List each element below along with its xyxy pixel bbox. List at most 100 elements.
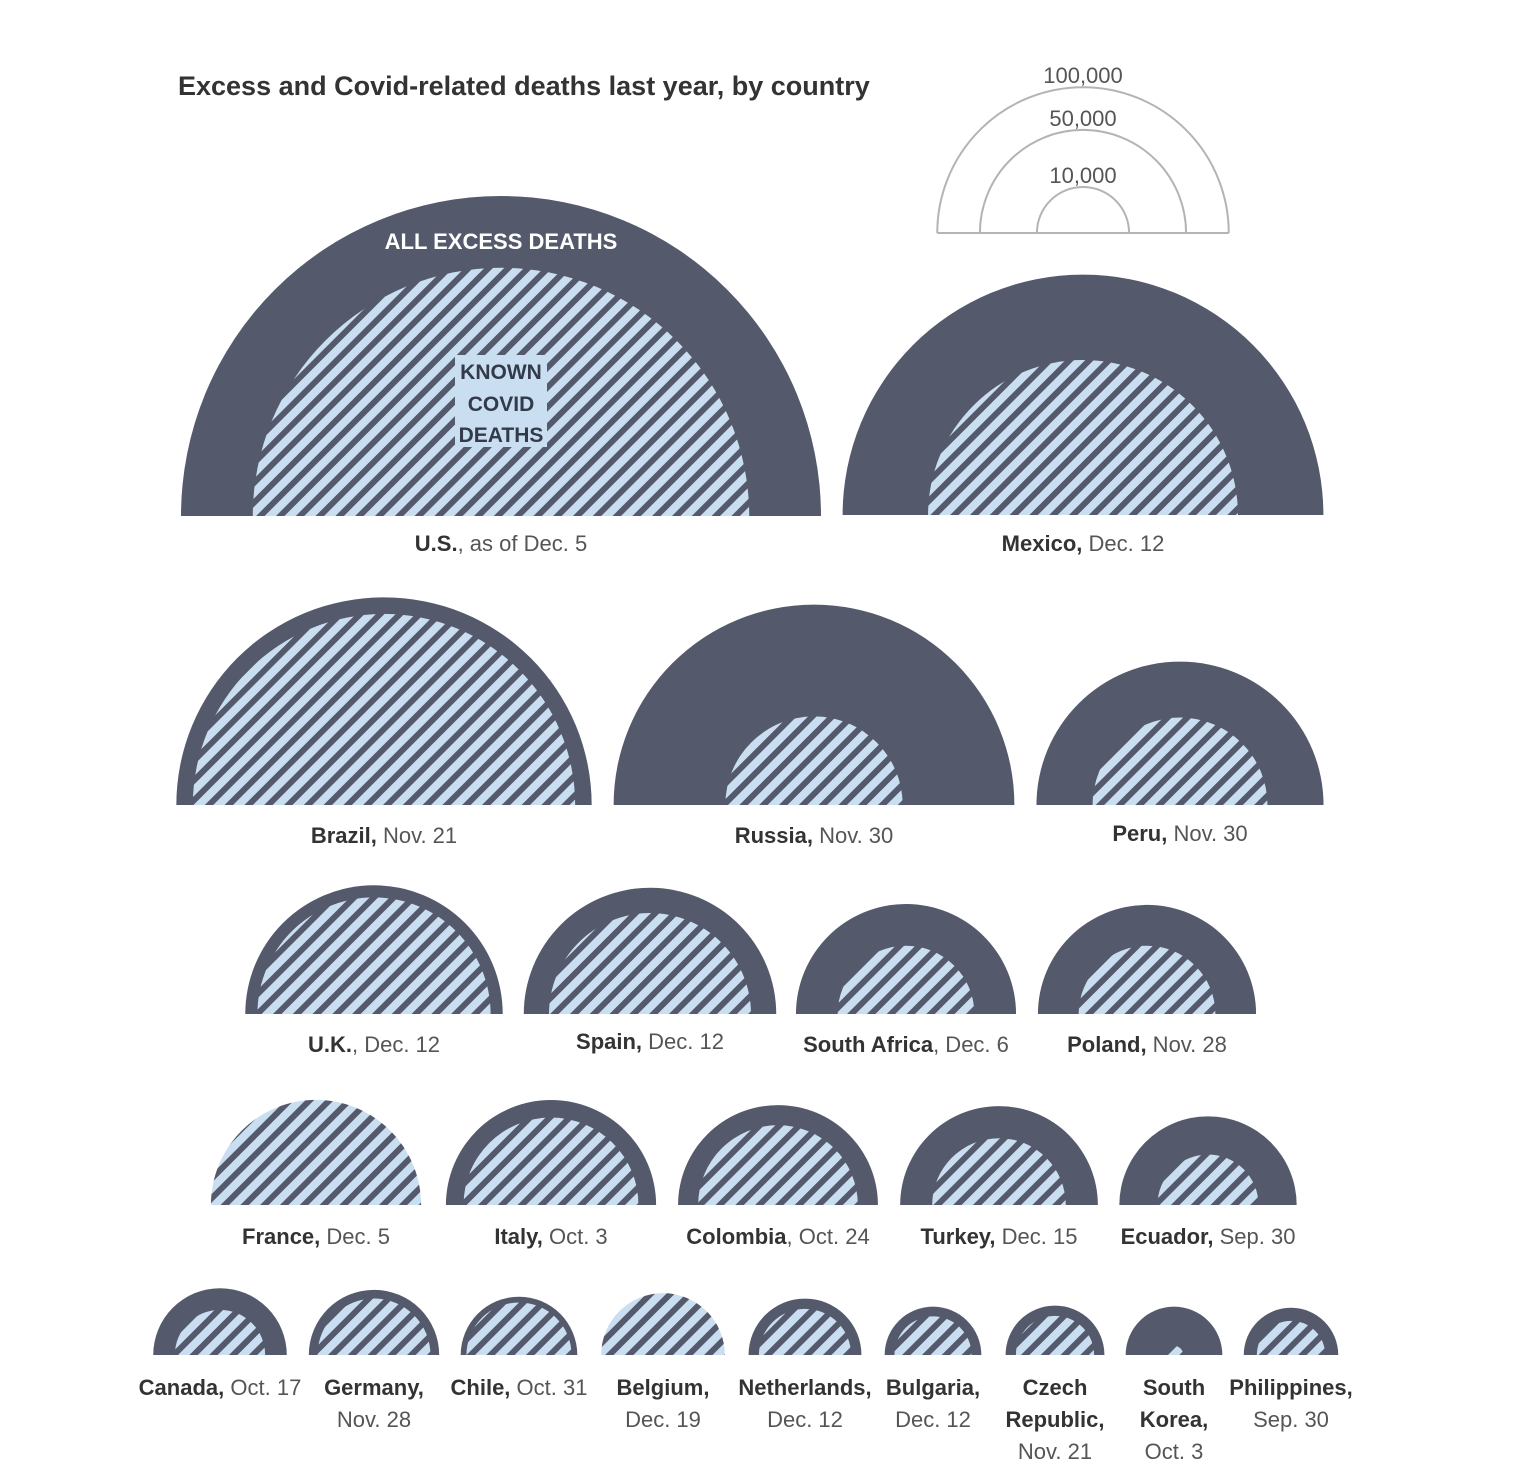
- chart-title: Excess and Covid-related deaths last yea…: [178, 71, 870, 101]
- country-mark-spain: [523, 887, 777, 1014]
- caption-canada: Canada, Oct. 17: [139, 1375, 302, 1400]
- covid-semicircle-u-k: [257, 897, 491, 1014]
- country-name: Ecuador,: [1121, 1224, 1214, 1249]
- caption-italy: Italy, Oct. 3: [494, 1224, 607, 1249]
- caption-u-k: U.K., Dec. 12: [308, 1032, 440, 1057]
- caption-name-czech-republic-1: Republic,: [1005, 1407, 1104, 1432]
- caption-date-netherlands: Dec. 12: [767, 1407, 843, 1432]
- caption-name-germany-0: Germany,: [324, 1375, 424, 1400]
- data-date: Dec. 12: [767, 1407, 843, 1432]
- country-mark-belgium: [601, 1293, 725, 1355]
- excess-semicircle-russia: [613, 604, 1015, 805]
- key-arc-1: [978, 129, 1188, 234]
- caption-date-czech-republic: Nov. 21: [1018, 1439, 1092, 1464]
- excess-semicircle-south-korea: [1125, 1306, 1223, 1355]
- covid-semicircle-mexico: [928, 360, 1238, 515]
- caption-russia: Russia, Nov. 30: [735, 823, 894, 848]
- covid-semicircle-belgium: [601, 1293, 725, 1355]
- covid-semicircle-france: [210, 1099, 422, 1205]
- caption-u-s: U.S., as of Dec. 5: [415, 531, 587, 556]
- data-date: Sep. 30: [1253, 1407, 1329, 1432]
- caption-peru: Peru, Nov. 30: [1112, 821, 1247, 846]
- caption-mexico: Mexico, Dec. 12: [1002, 531, 1165, 556]
- data-date: , Dec. 12: [352, 1032, 440, 1057]
- data-date: Dec. 12: [895, 1407, 971, 1432]
- covid-semicircle-germany: [317, 1298, 431, 1355]
- caption-chile: Chile, Oct. 31: [451, 1375, 588, 1400]
- country-mark-poland: [1037, 904, 1257, 1014]
- country-name: France,: [242, 1224, 320, 1249]
- data-date: Oct. 17: [224, 1375, 301, 1400]
- covid-semicircle-spain: [549, 913, 751, 1014]
- country-captions: U.S., as of Dec. 5 Mexico, Dec. 12 Brazil,…: [139, 531, 1353, 1464]
- caption-france: France, Dec. 5: [242, 1224, 390, 1249]
- covid-semicircle-italy: [463, 1117, 639, 1205]
- country-name: Chile,: [451, 1375, 511, 1400]
- country-mark-ecuador: [1119, 1116, 1297, 1205]
- known-covid-deaths-label: KNOWN COVID DEATHS: [455, 355, 547, 447]
- data-date: Sep. 30: [1213, 1224, 1295, 1249]
- country-name: Germany,: [324, 1375, 424, 1400]
- data-date: , as of Dec. 5: [458, 531, 588, 556]
- covid-semicircle-peru: [1092, 717, 1268, 805]
- caption-name-czech-republic-0: Czech: [1023, 1375, 1088, 1400]
- caption-name-bulgaria-0: Bulgaria,: [886, 1375, 980, 1400]
- data-date: Nov. 21: [1018, 1439, 1092, 1464]
- caption-date-south-korea: Oct. 3: [1145, 1439, 1204, 1464]
- data-date: Nov. 30: [1167, 821, 1247, 846]
- country-mark-colombia: [678, 1105, 878, 1205]
- country-mark-netherlands: [748, 1298, 862, 1355]
- country-name: Poland,: [1067, 1032, 1146, 1057]
- data-date: Dec. 5: [320, 1224, 390, 1249]
- country-mark-south-africa: [795, 903, 1017, 1014]
- country-name: Korea,: [1140, 1407, 1208, 1432]
- caption-name-belgium-0: Belgium,: [617, 1375, 710, 1400]
- country-name: Republic,: [1005, 1407, 1104, 1432]
- country-mark-chile: [460, 1296, 578, 1355]
- covid-semicircle-philippines: [1256, 1320, 1326, 1355]
- country-name: Turkey,: [921, 1224, 996, 1249]
- data-date: Nov. 30: [813, 823, 893, 848]
- key-arc-0: [936, 86, 1230, 234]
- country-mark-france: [210, 1099, 422, 1205]
- key-label-2: 10,000: [1049, 163, 1116, 188]
- caption-brazil: Brazil, Nov. 21: [311, 823, 457, 848]
- country-mark-russia: [613, 604, 1015, 805]
- covid-label-line-1: KNOWN: [460, 361, 542, 384]
- data-date: Dec. 19: [625, 1407, 701, 1432]
- covid-semicircle-chile: [466, 1302, 572, 1355]
- data-date: Oct. 31: [510, 1375, 587, 1400]
- country-name: U.S.: [415, 531, 458, 556]
- data-date: Dec. 12: [642, 1029, 724, 1054]
- data-date: , Oct. 24: [787, 1224, 870, 1249]
- country-name: Russia,: [735, 823, 813, 848]
- key-label-0: 100,000: [1043, 63, 1123, 88]
- covid-semicircle-netherlands: [758, 1308, 852, 1355]
- covid-semicircle-poland: [1078, 945, 1216, 1014]
- caption-ecuador: Ecuador, Sep. 30: [1121, 1224, 1296, 1249]
- country-name: Netherlands,: [738, 1375, 871, 1400]
- country-name: South: [1143, 1375, 1205, 1400]
- caption-colombia: Colombia, Oct. 24: [686, 1224, 869, 1249]
- country-semicircles: [153, 196, 1339, 1355]
- covid-semicircle-brazil: [192, 613, 576, 805]
- caption-date-belgium: Dec. 19: [625, 1407, 701, 1432]
- covid-semicircle-bulgaria: [894, 1316, 972, 1355]
- caption-name-south-korea-1: Korea,: [1140, 1407, 1208, 1432]
- caption-date-germany: Nov. 28: [337, 1407, 411, 1432]
- country-name: Belgium,: [617, 1375, 710, 1400]
- covid-semicircle-colombia: [698, 1125, 858, 1205]
- caption-name-philippines-0: Philippines,: [1229, 1375, 1352, 1400]
- country-name: Spain,: [576, 1029, 642, 1054]
- caption-poland: Poland, Nov. 28: [1067, 1032, 1227, 1057]
- covid-label-bg: [455, 355, 547, 447]
- country-mark-czech-republic: [1005, 1305, 1105, 1355]
- covid-semicircle-south-africa: [837, 945, 975, 1014]
- country-mark-germany: [308, 1289, 440, 1355]
- covid-label-line-3: DEATHS: [459, 424, 544, 447]
- country-name: Italy,: [494, 1224, 543, 1249]
- country-mark-turkey: [900, 1106, 1098, 1205]
- country-mark-brazil: [176, 597, 592, 805]
- covid-semicircle-ecuador: [1157, 1154, 1259, 1205]
